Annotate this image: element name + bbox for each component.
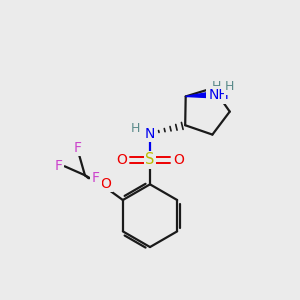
Polygon shape [186, 92, 210, 98]
Text: N: N [145, 127, 155, 141]
Text: NH: NH [208, 88, 229, 102]
Text: F: F [92, 171, 100, 185]
Text: O: O [100, 177, 111, 190]
Text: O: O [173, 153, 184, 167]
Text: F: F [55, 159, 63, 173]
Text: F: F [74, 141, 82, 155]
Text: H: H [225, 80, 235, 93]
Text: H: H [212, 80, 221, 93]
Text: S: S [145, 152, 155, 167]
Text: O: O [116, 153, 127, 167]
Text: H: H [130, 122, 140, 135]
